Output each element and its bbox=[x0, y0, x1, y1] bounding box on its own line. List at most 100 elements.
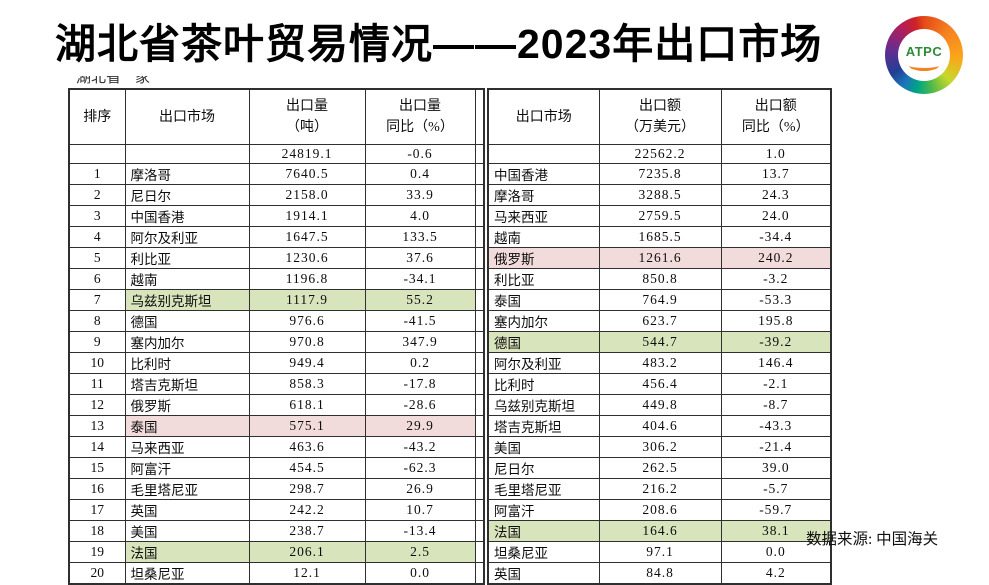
table-row: 德国 544.7 -39.2 bbox=[487, 331, 832, 353]
table-row: 美国 306.2 -21.4 bbox=[487, 436, 832, 458]
table-row: 尼日尔 262.5 39.0 bbox=[487, 457, 832, 479]
table-row: 阿富汗 208.6 -59.7 bbox=[487, 499, 832, 521]
table-cell: -34.4 bbox=[720, 226, 832, 248]
table-cell: 2.5 bbox=[364, 540, 476, 563]
table-cell: 20 bbox=[68, 561, 126, 584]
table-cell: 404.6 bbox=[598, 415, 722, 437]
table-cell: 97.1 bbox=[598, 541, 722, 563]
table-row: 10 比利时 949.4 0.2 bbox=[68, 351, 485, 374]
spacer-cell bbox=[474, 561, 485, 584]
table-cell: 11 bbox=[68, 372, 126, 395]
table-row: 塞内加尔 623.7 195.8 bbox=[487, 310, 832, 332]
table-cell: 24819.1 bbox=[248, 144, 366, 164]
table-cell: -3.2 bbox=[720, 268, 832, 290]
table-cell: 39.0 bbox=[720, 457, 832, 479]
table-cell: 法国 bbox=[487, 520, 600, 542]
volume-table-body: 24819.1 -0.6 1 摩洛哥 7640.5 0.4 2 尼日尔 2158.0 33.9 3 中… bbox=[68, 144, 485, 584]
table-cell: 塞内加尔 bbox=[124, 330, 250, 353]
table-row: 11 塔吉克斯坦 858.3 -17.8 bbox=[68, 372, 485, 395]
table-cell bbox=[124, 144, 250, 164]
table-cell: 306.2 bbox=[598, 436, 722, 458]
table-cell: 146.4 bbox=[720, 352, 832, 374]
spacer-cell bbox=[474, 246, 485, 269]
table-cell: 7 bbox=[68, 288, 126, 311]
table-cell: 16 bbox=[68, 477, 126, 500]
table-cell: 10 bbox=[68, 351, 126, 374]
table-cell: 乌兹别克斯坦 bbox=[487, 394, 600, 416]
spacer-header-cell bbox=[474, 88, 485, 145]
table-cell: 摩洛哥 bbox=[487, 184, 600, 206]
table-cell: 0.2 bbox=[364, 351, 476, 374]
table-cell: -62.3 bbox=[364, 456, 476, 479]
table-cell: 4.0 bbox=[364, 204, 476, 227]
clipped-text-b: 家 bbox=[135, 76, 151, 85]
table-cell: 0.0 bbox=[364, 561, 476, 584]
table-cell: -2.1 bbox=[720, 373, 832, 395]
table-cell: 中国香港 bbox=[124, 204, 250, 227]
table-cell: 马来西亚 bbox=[487, 205, 600, 227]
table-cell: -28.6 bbox=[364, 393, 476, 416]
table-row: 中国香港 7235.8 13.7 bbox=[487, 163, 832, 185]
table-cell: 15 bbox=[68, 456, 126, 479]
table-cell: 7235.8 bbox=[598, 163, 722, 185]
table-cell: 坦桑尼亚 bbox=[124, 561, 250, 584]
table-cell: 618.1 bbox=[248, 393, 366, 416]
table-cell: 24.3 bbox=[720, 184, 832, 206]
table-cell: 越南 bbox=[124, 267, 250, 290]
table-row: 比利时 456.4 -2.1 bbox=[487, 373, 832, 395]
spacer-cell bbox=[474, 498, 485, 521]
table-cell: 242.2 bbox=[248, 498, 366, 521]
table-cell: 483.2 bbox=[598, 352, 722, 374]
table-cell: 206.1 bbox=[248, 540, 366, 563]
table-row: 5 利比亚 1230.6 37.6 bbox=[68, 246, 485, 269]
table-cell: -0.6 bbox=[364, 144, 476, 164]
clipped-text-a: 湖北省 bbox=[76, 76, 122, 85]
spacer-cell bbox=[474, 288, 485, 311]
table-cell: 623.7 bbox=[598, 310, 722, 332]
table-cell: -21.4 bbox=[720, 436, 832, 458]
table-cell: 449.8 bbox=[598, 394, 722, 416]
spacer-cell bbox=[474, 183, 485, 206]
table-row: 9 塞内加尔 970.8 347.9 bbox=[68, 330, 485, 353]
table-cell: 塔吉克斯坦 bbox=[487, 415, 600, 437]
table-cell: 10.7 bbox=[364, 498, 476, 521]
table-cell: 比利时 bbox=[487, 373, 600, 395]
table-row: 16 毛里塔尼亚 298.7 26.9 bbox=[68, 477, 485, 500]
table-cell: 法国 bbox=[124, 540, 250, 563]
spacer-cell bbox=[474, 435, 485, 458]
table-cell: 4.2 bbox=[720, 562, 832, 585]
table-cell bbox=[68, 144, 126, 164]
table-cell: 毛里塔尼亚 bbox=[124, 477, 250, 500]
spacer-cell bbox=[474, 456, 485, 479]
table-cell: 14 bbox=[68, 435, 126, 458]
table-cell: 2 bbox=[68, 183, 126, 206]
header-export-market: 出口市场 bbox=[487, 88, 600, 145]
table-cell: 195.8 bbox=[720, 310, 832, 332]
table-cell: 德国 bbox=[124, 309, 250, 332]
table-row: 乌兹别克斯坦 449.8 -8.7 bbox=[487, 394, 832, 416]
table-row: 18 美国 238.7 -13.4 bbox=[68, 519, 485, 542]
table-cell: 1261.6 bbox=[598, 247, 722, 269]
table-cell: 19 bbox=[68, 540, 126, 563]
data-source-note: 数据来源: 中国海关 bbox=[806, 531, 939, 548]
table-cell: 7640.5 bbox=[248, 162, 366, 185]
table-row: 17 英国 242.2 10.7 bbox=[68, 498, 485, 521]
table-cell: 24.0 bbox=[720, 205, 832, 227]
table-header-row: 出口市场 出口额 （万美元） 出口额 同比（%） bbox=[487, 88, 832, 145]
table-cell: 764.9 bbox=[598, 289, 722, 311]
table-cell: -39.2 bbox=[720, 331, 832, 353]
table-cell: 乌兹别克斯坦 bbox=[124, 288, 250, 311]
table-row: 3 中国香港 1914.1 4.0 bbox=[68, 204, 485, 227]
table-cell: 18 bbox=[68, 519, 126, 542]
table-cell: 1647.5 bbox=[248, 225, 366, 248]
header-export-value: 出口额 （万美元） bbox=[598, 88, 722, 145]
table-row: 24819.1 -0.6 bbox=[68, 144, 485, 164]
table-cell: 133.5 bbox=[364, 225, 476, 248]
table-cell: 454.5 bbox=[248, 456, 366, 479]
table-cell: 尼日尔 bbox=[124, 183, 250, 206]
table-cell: 26.9 bbox=[364, 477, 476, 500]
table-row: 法国 164.6 38.1 bbox=[487, 520, 832, 542]
table-row: 12 俄罗斯 618.1 -28.6 bbox=[68, 393, 485, 416]
table-cell: 850.8 bbox=[598, 268, 722, 290]
table-cell: 泰国 bbox=[124, 414, 250, 437]
